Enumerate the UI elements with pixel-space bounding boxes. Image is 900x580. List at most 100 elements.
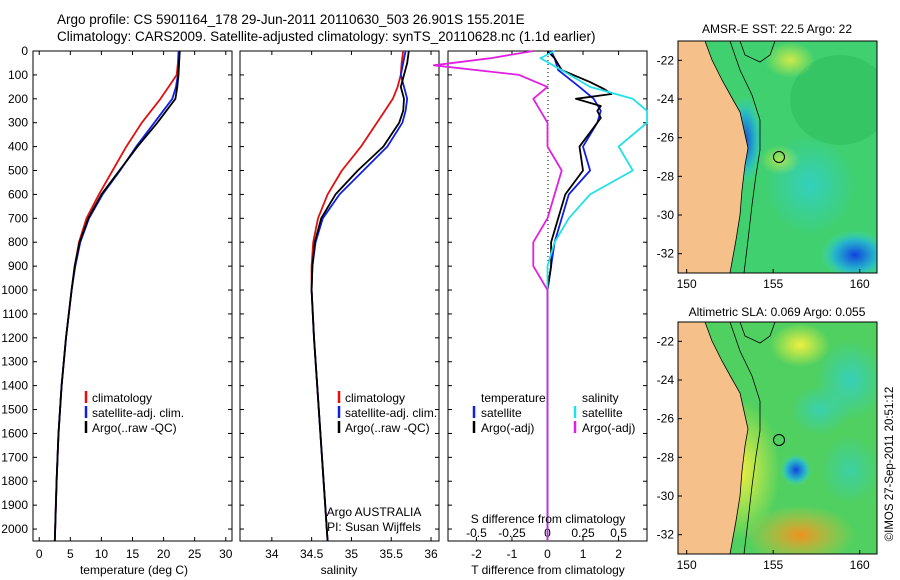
map-y-tick-label: -30 — [657, 489, 675, 503]
depth-tick-label: 1400 — [1, 379, 28, 393]
legend-header-salinity: salinity — [582, 391, 619, 405]
x-tick-label: 36 — [424, 547, 438, 561]
salinity-panel-frame — [239, 50, 440, 542]
series-temperature-satellite — [546, 50, 602, 541]
land-mass — [678, 322, 748, 554]
map-y-tick-label: -22 — [657, 334, 675, 348]
legend-header-temperature: temperature — [481, 391, 546, 405]
depth-tick-label: 1600 — [1, 426, 28, 440]
legend-item: satellite-adj. clim. — [345, 406, 437, 420]
depth-tick-label: 700 — [8, 211, 28, 225]
depth-contour — [739, 41, 776, 63]
salinity-plot — [310, 50, 410, 542]
s-tick-label: -0.25 — [498, 526, 526, 540]
x-tick-label: 35.5 — [380, 547, 404, 561]
depth-tick-label: 1300 — [1, 355, 28, 369]
x-tick-label: 34 — [265, 547, 279, 561]
pi-annotation: PI: Susan Wijffels — [327, 520, 421, 534]
depth-axis: 0 100 200 300 400 500 600 700 800 900 1000 1100 1200… — [1, 44, 647, 536]
map-x-tick-label: 150 — [677, 558, 697, 572]
sla-field — [790, 385, 850, 435]
temperature-xlabel: temperature (deg C) — [80, 563, 188, 577]
legend-item: Argo(..raw -QC) — [345, 421, 430, 435]
depth-tick-label: 500 — [8, 164, 28, 178]
land-mass — [678, 41, 748, 273]
x-tick-label: 0 — [36, 547, 43, 561]
depth-tick-label: 0 — [21, 44, 28, 58]
difference-plot — [432, 50, 648, 541]
header-line-2: Climatology: CARS2009. Satellite-adjuste… — [57, 29, 596, 44]
legend-item: satellite — [481, 406, 522, 420]
sla-map-title: Altimetric SLA: 0.069 Argo: 0.055 — [689, 305, 866, 319]
legend-item: Argo(-adj) — [582, 421, 635, 435]
sst-map-title: AMSR-E SST: 22.5 Argo: 22 — [702, 22, 852, 36]
temperature-legend: climatology satellite-adj. clim. Argo(..… — [84, 391, 184, 435]
sst-field — [765, 42, 815, 78]
sla-map-frame — [677, 321, 878, 555]
series-satellite-adj-clim- — [53, 50, 180, 542]
temperature-plot — [53, 50, 181, 542]
argo-position-marker — [773, 434, 785, 446]
series-argo-raw-qc- — [53, 50, 181, 542]
difference-legend: temperature salinity satellite Argo(-adj… — [472, 391, 635, 435]
legend-item: climatology — [345, 391, 405, 405]
map-x-tick-label: 150 — [677, 277, 697, 291]
salinity-legend: climatology satellite-adj. clim. Argo(..… — [337, 391, 437, 435]
t-difference-xlabel: T difference from climatology — [471, 563, 625, 577]
sst-field — [790, 55, 877, 145]
series-salinity-argo-adj- — [432, 50, 563, 541]
x-tick-label: 10 — [95, 547, 109, 561]
map-y-tick-label: -32 — [657, 247, 675, 261]
depth-tick-label: 1700 — [1, 450, 28, 464]
s-tick-label: -0.5 — [466, 526, 487, 540]
depth-tick-label: 100 — [8, 68, 28, 82]
series-climatology — [53, 50, 180, 542]
sst-field — [760, 145, 800, 175]
map-y-tick-label: -32 — [657, 528, 675, 542]
depth-tick-label: 1200 — [1, 331, 28, 345]
x-tick-label: 20 — [157, 547, 171, 561]
sla-field — [770, 323, 830, 367]
depth-tick-label: 1100 — [2, 307, 28, 321]
salinity-xlabel: salinity — [321, 563, 358, 577]
map-x-tick-label: 160 — [850, 277, 870, 291]
s-tick-label: 0.25 — [571, 526, 595, 540]
coastline — [704, 41, 749, 273]
legend-item: satellite — [582, 406, 623, 420]
x-tick-label: -2 — [471, 547, 482, 561]
sla-field — [780, 454, 812, 486]
depth-contour — [729, 41, 761, 273]
x-tick-label: 2 — [615, 547, 622, 561]
map-y-tick-label: -26 — [657, 412, 675, 426]
depth-tick-label: 1000 — [1, 283, 28, 297]
float-owner-annotation: Argo AUSTRALIA — [327, 505, 422, 519]
legend-item: satellite-adj. clim. — [92, 406, 184, 420]
depth-tick-label: 2000 — [1, 522, 28, 536]
sla-field — [745, 505, 855, 554]
depth-tick-label: 200 — [8, 92, 28, 106]
x-tick-label: 15 — [126, 547, 140, 561]
argo-position-marker — [773, 151, 785, 163]
legend-item: Argo(..raw -QC) — [92, 421, 177, 435]
depth-tick-label: 600 — [8, 187, 28, 201]
sla-map — [678, 322, 877, 554]
map-y-tick-label: -24 — [657, 373, 675, 387]
coastline — [704, 322, 749, 554]
legend-item: Argo(-adj) — [481, 421, 534, 435]
x-tick-label: -1 — [507, 547, 518, 561]
x-tick-label: 35 — [345, 547, 359, 561]
depth-tick-label: 800 — [8, 235, 28, 249]
map-y-tick-label: -26 — [657, 131, 675, 145]
imos-credit: ©IMOS 27-Sep-2011 20:51:12 — [884, 387, 896, 542]
sst-field — [820, 230, 877, 273]
sst-map — [678, 41, 877, 273]
s-difference-xlabel: S difference from climatology — [471, 512, 626, 526]
series-satellite-adj-clim- — [310, 50, 409, 542]
depth-tick-label: 900 — [8, 259, 28, 273]
map-y-tick-label: -24 — [657, 92, 675, 106]
sst-map-frame — [677, 40, 878, 274]
legend-item: climatology — [92, 391, 152, 405]
temperature-panel-frame — [32, 50, 233, 542]
depth-tick-label: 300 — [8, 116, 28, 130]
